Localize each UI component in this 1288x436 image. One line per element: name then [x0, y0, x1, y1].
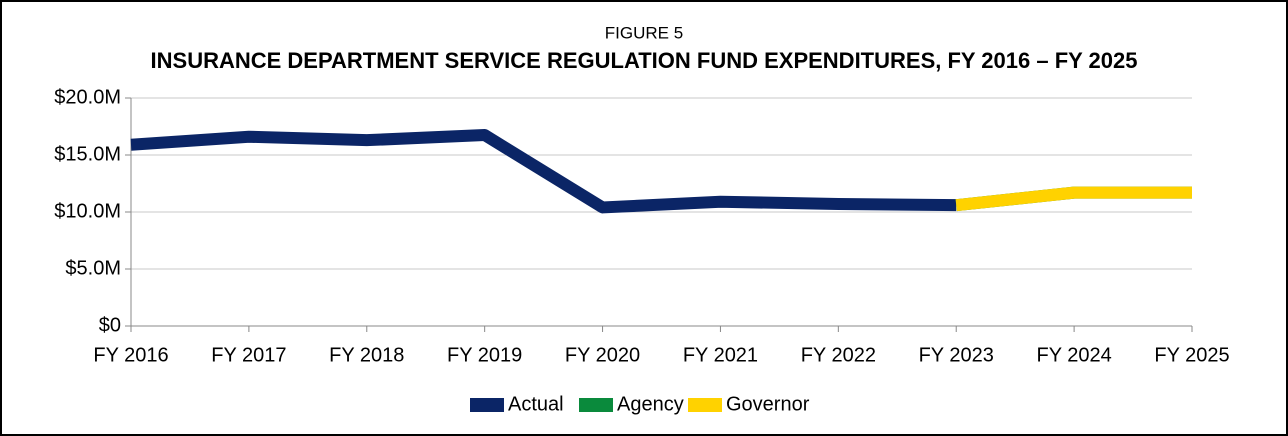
y-tick-label: $5.0M	[65, 257, 121, 279]
x-tick-label: FY 2019	[447, 344, 522, 366]
x-tick-label: FY 2017	[211, 344, 286, 366]
x-tick-label: FY 2018	[329, 344, 404, 366]
y-tick-label: $10.0M	[54, 200, 121, 222]
legend-label: Actual	[508, 393, 564, 415]
x-tick-label: FY 2016	[93, 344, 168, 366]
figure-label: FIGURE 5	[605, 23, 683, 42]
legend-swatch	[579, 398, 613, 412]
x-tick-label: FY 2020	[565, 344, 640, 366]
y-tick-label: $15.0M	[54, 143, 121, 165]
legend-swatch	[470, 398, 504, 412]
x-tick-label: FY 2021	[683, 344, 758, 366]
legend-label: Agency	[617, 393, 684, 415]
x-tick-label: FY 2025	[1154, 344, 1229, 366]
x-tick-label: FY 2024	[1036, 344, 1111, 366]
y-tick-label: $20.0M	[54, 86, 121, 108]
x-tick-label: FY 2022	[801, 344, 876, 366]
x-tick-label: FY 2023	[919, 344, 994, 366]
legend-label: Governor	[726, 393, 810, 415]
series-line	[955, 186, 1192, 212]
legend-swatch	[688, 398, 722, 412]
series-line	[130, 129, 957, 214]
y-tick-label: $0	[99, 314, 121, 336]
chart-title: INSURANCE DEPARTMENT SERVICE REGULATION …	[151, 48, 1138, 73]
